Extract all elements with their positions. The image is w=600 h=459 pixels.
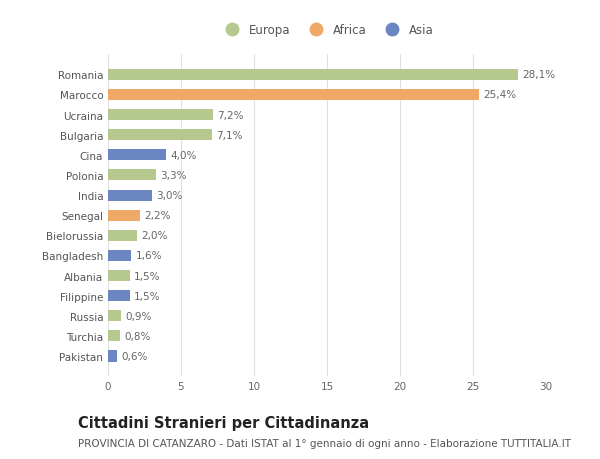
Bar [108,210,140,221]
Text: 1,5%: 1,5% [134,271,161,281]
Text: 3,3%: 3,3% [161,171,187,180]
Text: 7,1%: 7,1% [216,130,242,140]
Legend: Europa, Africa, Asia: Europa, Africa, Asia [215,19,439,42]
Bar [108,291,130,302]
Text: 2,0%: 2,0% [142,231,168,241]
Bar [108,190,152,201]
Text: 25,4%: 25,4% [483,90,517,100]
Bar [108,311,121,322]
Bar [108,330,119,341]
Bar [108,351,117,362]
Bar [108,70,518,81]
Text: 2,2%: 2,2% [145,211,171,221]
Bar [108,170,156,181]
Text: 4,0%: 4,0% [171,151,197,161]
Text: 0,9%: 0,9% [125,311,152,321]
Text: 7,2%: 7,2% [218,110,244,120]
Text: PROVINCIA DI CATANZARO - Dati ISTAT al 1° gennaio di ogni anno - Elaborazione TU: PROVINCIA DI CATANZARO - Dati ISTAT al 1… [78,438,571,448]
Text: 3,0%: 3,0% [156,190,182,201]
Text: 1,6%: 1,6% [136,251,162,261]
Text: Cittadini Stranieri per Cittadinanza: Cittadini Stranieri per Cittadinanza [78,415,369,431]
Text: 0,6%: 0,6% [121,351,148,361]
Bar [108,230,137,241]
Bar [108,90,479,101]
Bar [108,110,213,121]
Text: 0,8%: 0,8% [124,331,151,341]
Bar [108,130,212,141]
Bar [108,270,130,281]
Text: 28,1%: 28,1% [523,70,556,80]
Text: 1,5%: 1,5% [134,291,161,301]
Bar [108,150,166,161]
Bar [108,250,131,262]
